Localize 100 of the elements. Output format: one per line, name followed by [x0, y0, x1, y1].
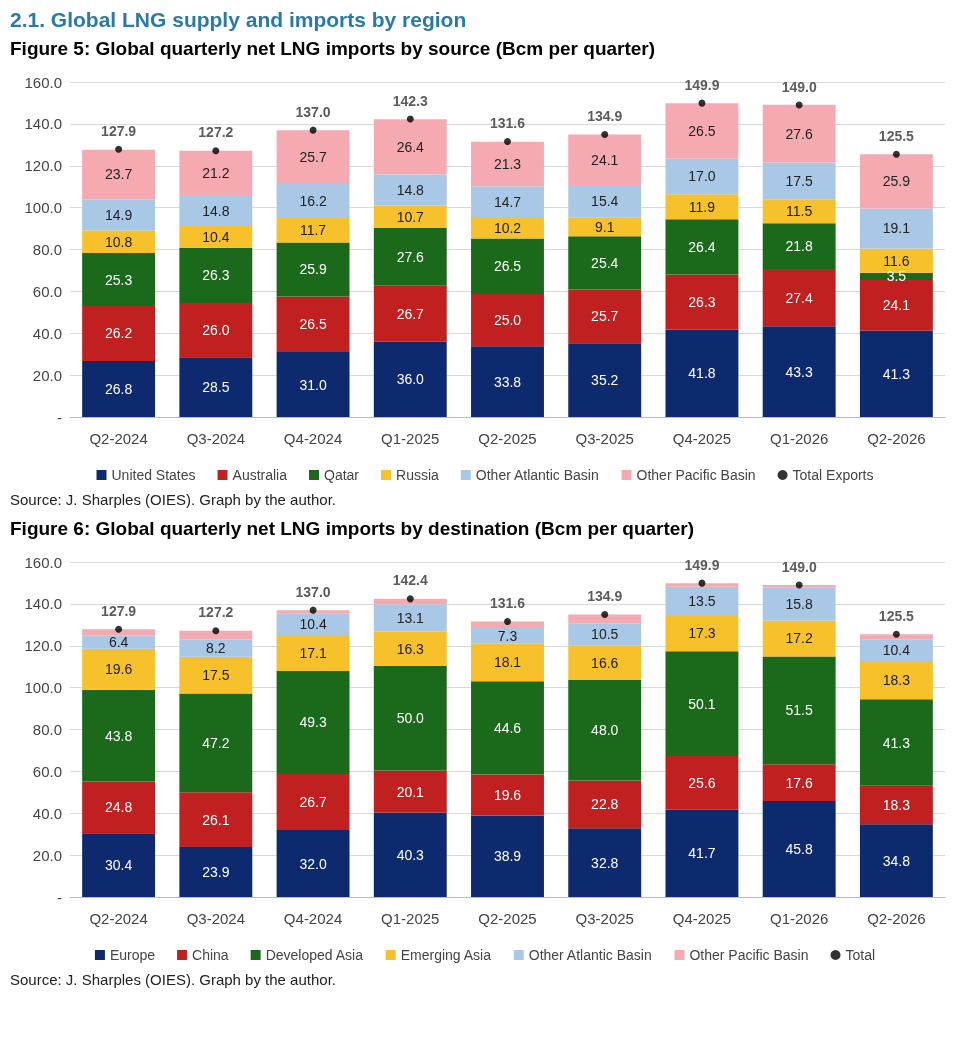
bar	[82, 360, 156, 417]
point	[698, 99, 706, 107]
legend-label: Total	[845, 947, 876, 963]
point	[212, 627, 220, 635]
y-tick-label: 40.0	[32, 324, 62, 342]
source-note: Source: J. Sharples (OIES). Graph by the author.	[10, 491, 337, 508]
bar	[179, 656, 253, 694]
chart-subtitle: Figure 5: Global quarterly net LNG imports by source (Bcm per quarter)	[10, 38, 657, 60]
legend-label: Other Pacific Basin	[636, 467, 756, 483]
data-label: 25.9	[299, 261, 327, 278]
x-tick-label: Q1-2025	[381, 430, 440, 447]
bar	[179, 226, 253, 248]
data-label: 34.8	[882, 852, 911, 869]
bar	[276, 242, 350, 297]
legend-label: Total Exports	[792, 467, 874, 483]
y-tick-label: 140.0	[24, 595, 62, 613]
bar	[859, 280, 933, 331]
data-label: 38.9	[493, 848, 522, 865]
bar	[373, 285, 447, 342]
x-tick-label: Q2-2025	[478, 430, 537, 447]
bar	[859, 639, 933, 662]
point	[892, 150, 900, 158]
data-label: 13.5	[688, 592, 716, 609]
x-tick-label: Q2-2025	[478, 910, 537, 927]
point	[406, 115, 414, 123]
data-label: 134.9	[587, 588, 623, 605]
data-label: 22.8	[591, 796, 619, 813]
data-label: 49.3	[299, 714, 327, 731]
bar	[276, 217, 350, 243]
data-label: 16.6	[591, 654, 619, 671]
bar	[665, 219, 739, 275]
legend-label: Other Atlantic Basin	[475, 467, 599, 483]
bar	[373, 174, 447, 206]
bar	[665, 329, 739, 417]
x-tick-label: Q3-2024	[186, 910, 246, 927]
data-label: 26.5	[493, 258, 522, 275]
y-tick-label: 160.0	[24, 553, 62, 571]
y-tick-label: -	[57, 888, 62, 906]
data-label: 35.2	[591, 372, 619, 389]
y-tick-label: 20.0	[32, 846, 62, 864]
data-label: 50.0	[396, 710, 425, 727]
bar	[373, 604, 447, 632]
data-label: 10.8	[104, 233, 133, 250]
bar	[568, 134, 642, 186]
x-tick-label: Q2-2026	[867, 430, 926, 447]
bar	[373, 665, 447, 771]
bar	[373, 631, 447, 666]
bar	[859, 330, 933, 417]
point	[698, 579, 706, 587]
data-label: 25.7	[299, 149, 327, 166]
y-tick-label: 100.0	[24, 679, 62, 697]
bar	[276, 774, 350, 830]
bar	[276, 830, 350, 897]
y-tick-label: 40.0	[32, 804, 62, 822]
source-note: Source: J. Sharples (OIES). Graph by the author.	[10, 971, 337, 988]
data-label: 127.9	[101, 122, 137, 139]
legend-label: Australia	[232, 467, 288, 483]
point	[795, 101, 803, 109]
data-label: 17.2	[785, 630, 813, 647]
data-label: 149.0	[781, 78, 817, 95]
data-label: 26.7	[396, 305, 425, 322]
data-label: 11.6	[883, 252, 910, 269]
x-tick-label: Q2-2026	[867, 910, 926, 927]
bar	[471, 774, 544, 816]
bar	[568, 623, 642, 646]
y-tick-label: 20.0	[32, 366, 62, 384]
bar	[373, 341, 447, 417]
y-tick-label: 120.0	[24, 637, 62, 655]
bar	[859, 661, 933, 700]
data-label: 25.0	[493, 312, 522, 329]
bar	[82, 199, 156, 231]
data-label: 43.8	[104, 727, 133, 744]
bar	[276, 352, 350, 417]
data-label: 18.1	[493, 654, 522, 671]
bar	[568, 645, 642, 681]
bar	[665, 586, 739, 615]
y-tick-label: 140.0	[24, 115, 62, 133]
bar	[471, 643, 544, 682]
bar	[859, 634, 933, 640]
data-label: 17.3	[688, 625, 716, 642]
data-label: 48.0	[591, 722, 619, 739]
data-label: 20.1	[396, 783, 425, 800]
data-label: 19.1	[882, 220, 911, 237]
bar	[762, 801, 836, 897]
data-label: 14.8	[202, 202, 230, 219]
bar	[179, 247, 253, 303]
bar	[373, 227, 447, 286]
data-label: 26.1	[202, 811, 230, 828]
data-label: 11.9	[688, 198, 716, 215]
bar	[82, 306, 156, 361]
bar	[471, 217, 544, 239]
legend-label: Other Atlantic Basin	[528, 947, 652, 963]
y-tick-label: 80.0	[32, 241, 62, 258]
data-label: 127.9	[101, 602, 137, 619]
bar	[471, 681, 544, 775]
point	[892, 630, 900, 638]
legend-label: Developed Asia	[265, 947, 364, 963]
bar	[179, 150, 253, 196]
data-label: 9.1	[594, 218, 615, 235]
data-label: 21.8	[785, 238, 813, 255]
